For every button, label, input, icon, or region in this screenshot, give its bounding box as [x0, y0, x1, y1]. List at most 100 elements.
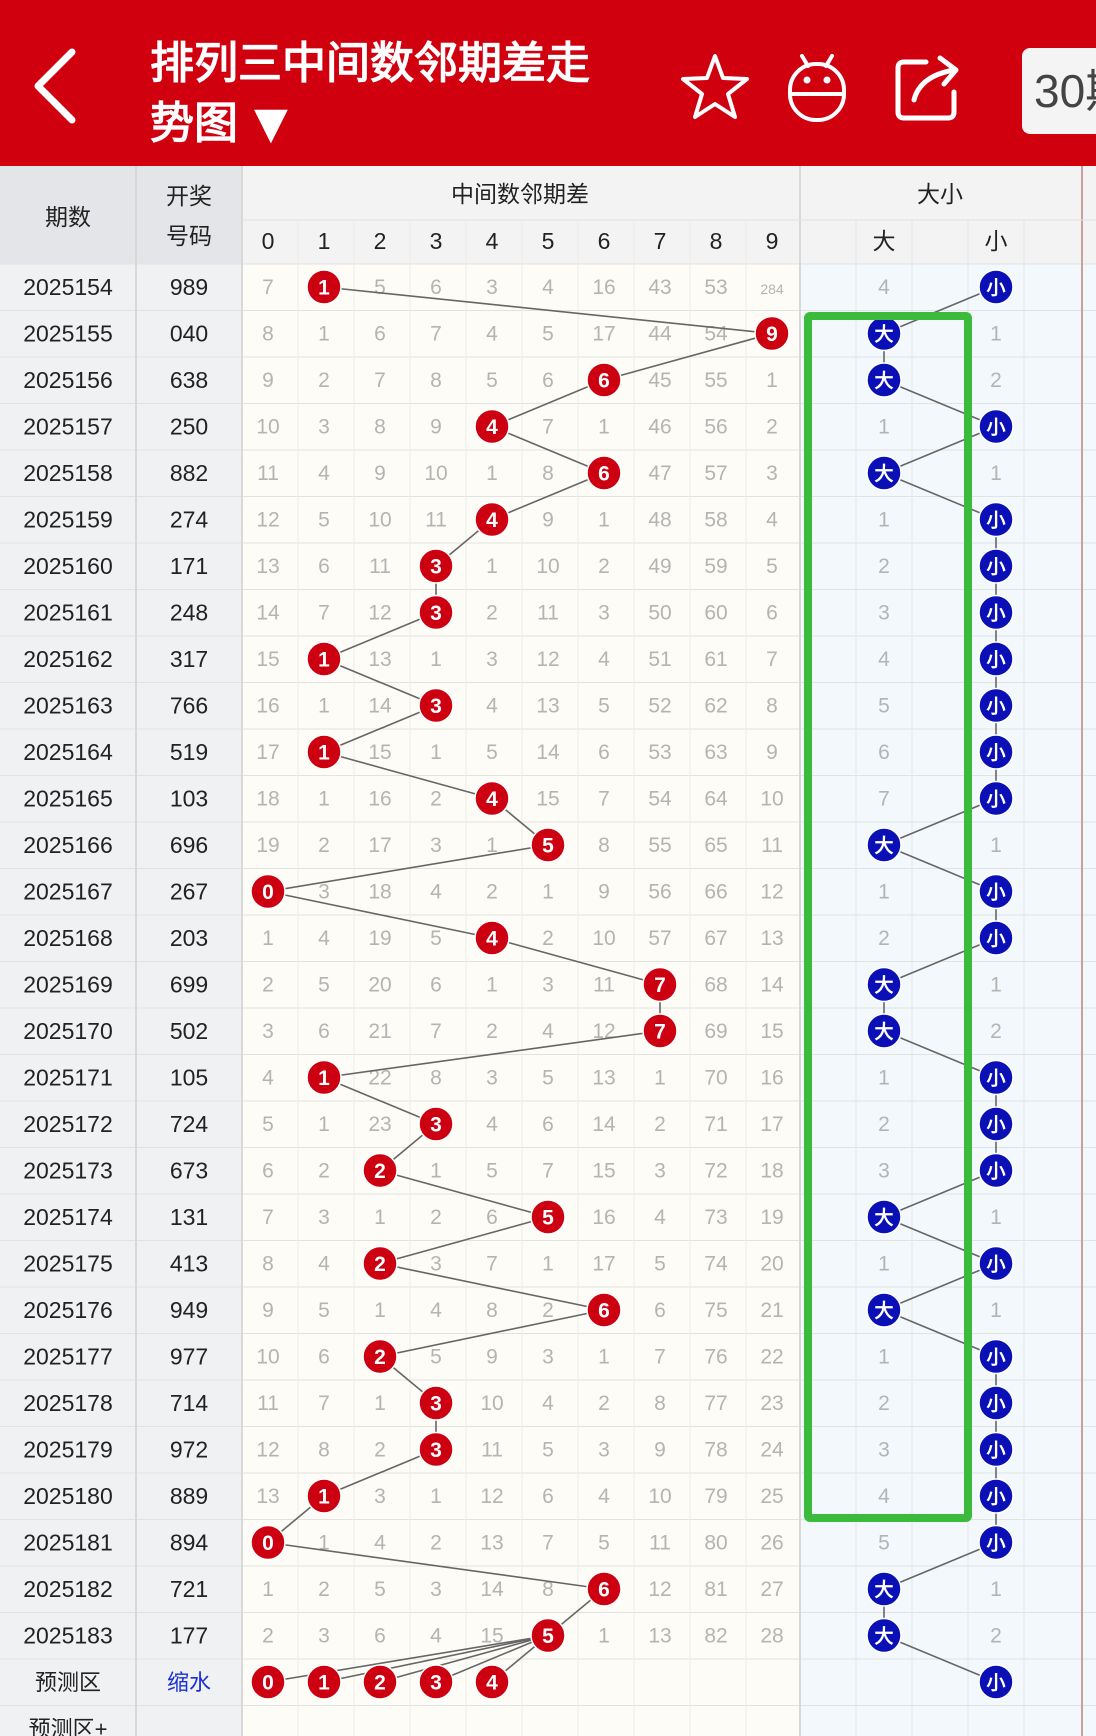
omission-cell: 13 [480, 1532, 503, 1555]
omission-cell: 9 [542, 509, 554, 532]
omission-cell: 10 [368, 509, 391, 532]
size-trend-line [883, 937, 997, 986]
star-icon[interactable] [678, 50, 752, 124]
draw-number-cell: 267 [170, 879, 208, 905]
omission-cell: 55 [704, 369, 727, 392]
trend-line [323, 1030, 661, 1079]
predict-ball-label: 2 [374, 1672, 386, 1695]
omission-cell: 53 [648, 741, 671, 764]
omission-cell: 2 [318, 369, 330, 392]
group-header-size: 大小 [917, 181, 963, 207]
omission-cell: 1 [486, 834, 498, 857]
size-ball-label: 大 [874, 369, 893, 392]
omission-cell: 10 [648, 1485, 671, 1508]
omission-cell: 2 [654, 1113, 666, 1136]
big-omission-cell: 5 [878, 1532, 890, 1555]
omission-cell: 56 [704, 416, 727, 439]
size-trend-line [883, 1169, 997, 1218]
diff-ball [306, 641, 342, 677]
omission-cell: 9 [486, 1346, 498, 1369]
period-cell: 2025160 [23, 553, 113, 579]
android-icon[interactable] [780, 50, 854, 124]
diff-ball-label: 2 [374, 1253, 386, 1276]
diff-ball [250, 1524, 286, 1561]
diff-ball [754, 315, 790, 352]
big-omission-cell: 1 [878, 1346, 890, 1369]
draw-number-cell: 977 [170, 1344, 208, 1370]
omission-cell: 78 [704, 1439, 727, 1462]
omission-cell: 10 [480, 1392, 503, 1415]
omission-cell: 5 [318, 509, 330, 532]
diff-ball-label: 5 [542, 835, 554, 858]
omission-cell: 1 [598, 416, 610, 439]
size-ball [978, 408, 1014, 445]
size-ball-label: 小 [986, 1486, 1005, 1508]
omission-cell: 45 [648, 369, 671, 392]
dropdown-arrow-icon[interactable]: ▼ [254, 98, 288, 149]
draw-number-cell: 721 [170, 1576, 208, 1602]
period-select-button[interactable]: 30期 [1022, 48, 1096, 134]
omission-cell: 4 [598, 648, 610, 671]
size-trend-line [883, 1634, 997, 1683]
omission-cell: 21 [368, 1020, 391, 1043]
diff-ball [250, 873, 286, 910]
share-icon[interactable] [892, 50, 966, 124]
diff-ball [474, 780, 510, 817]
omission-cell: 74 [704, 1253, 728, 1276]
omission-cell: 1 [486, 555, 498, 578]
shrink-link[interactable]: 缩水 [167, 1670, 211, 1695]
omission-cell: 8 [598, 834, 610, 857]
omission-cell: 49 [648, 555, 671, 578]
omission-cell: 11 [761, 834, 783, 857]
omission-cell: 63 [704, 741, 727, 764]
omission-cell: 53 [704, 276, 727, 299]
omission-cell: 7 [654, 1346, 666, 1369]
omission-cell: 1 [374, 1392, 386, 1415]
omission-cell: 61 [704, 648, 727, 671]
small-omission-cell: 1 [990, 834, 1002, 857]
omission-cell: 5 [654, 1253, 666, 1276]
period-cell: 2025180 [23, 1483, 113, 1509]
omission-cell: 2 [430, 788, 442, 811]
predict-ball [306, 1664, 342, 1700]
period-cell: 2025170 [23, 1018, 113, 1044]
predict-size-ball-label: 小 [986, 1672, 1005, 1694]
omission-cell: 23 [368, 1113, 391, 1136]
draw-number-cell: 972 [170, 1437, 208, 1463]
omission-cell: 81 [704, 1578, 727, 1601]
omission-cell: 4 [262, 1067, 274, 1090]
omission-cell: 26 [760, 1532, 783, 1555]
draw-number-cell: 177 [170, 1623, 208, 1649]
omission-cell: 3 [262, 1020, 274, 1043]
omission-cell: 12 [760, 881, 783, 904]
omission-cell: 43 [648, 276, 671, 299]
size-ball-label: 小 [986, 416, 1005, 438]
page-title[interactable]: 排列三中间数邻期差走 势图 ▼ [150, 34, 650, 154]
big-omission-cell: 4 [878, 276, 890, 299]
period-cell: 2025157 [23, 414, 113, 440]
omission-cell: 54 [704, 323, 728, 346]
draw-number-cell: 250 [170, 414, 208, 440]
omission-cell: 25 [760, 1485, 783, 1508]
size-ball [866, 827, 902, 863]
omission-cell: 66 [704, 881, 727, 904]
period-cell: 2025162 [23, 646, 113, 672]
omission-cell: 9 [598, 881, 610, 904]
back-chevron-icon[interactable] [26, 44, 86, 128]
size-ball-label: 小 [986, 1253, 1005, 1275]
size-ball-label: 小 [986, 1393, 1005, 1415]
diff-ball [642, 966, 678, 1003]
omission-cell: 1 [766, 369, 778, 392]
omission-cell: 1 [542, 881, 554, 904]
diff-ball [530, 1199, 566, 1235]
omission-cell: 1 [374, 1206, 386, 1229]
size-trend-line [883, 472, 997, 521]
omission-cell: 3 [374, 1485, 386, 1508]
omission-cell: 44 [648, 323, 672, 346]
diff-ball-label: 4 [486, 509, 498, 532]
omission-cell: 8 [542, 1578, 554, 1601]
period-cell: 2025164 [23, 739, 113, 765]
size-ball-label: 小 [986, 1067, 1005, 1089]
omission-cell: 10 [256, 1346, 279, 1369]
period-cell: 2025177 [23, 1344, 113, 1370]
